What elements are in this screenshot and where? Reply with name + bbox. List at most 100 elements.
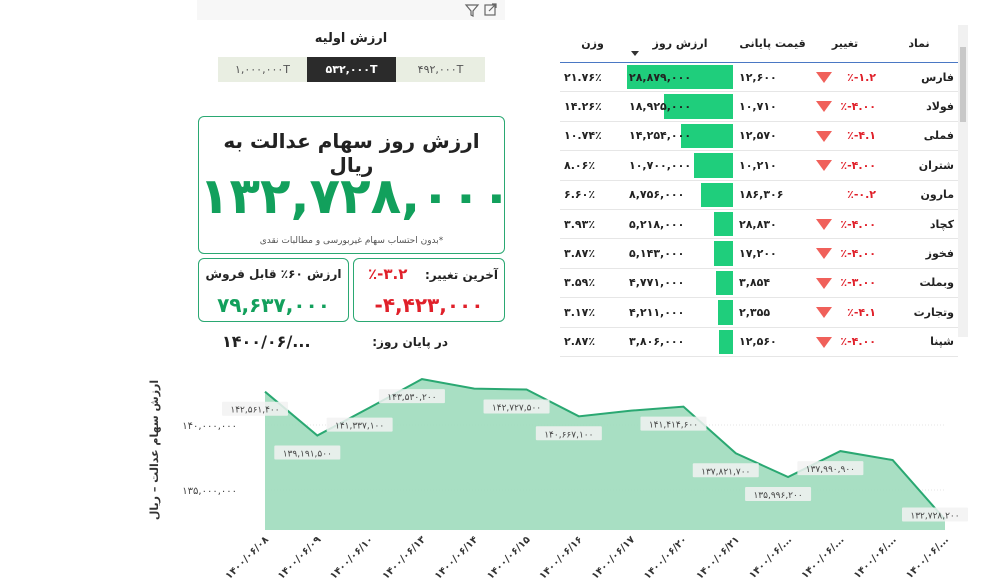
down-indicator [816,72,832,83]
data-label: ۱۳۲,۷۲۸,۲۰۰ [910,511,959,521]
table-row: فولاد ٪-۴.۰۰ ۱۰,۷۱۰ ۱۸,۹۲۵,۰۰۰ ۱۴.۲۶٪ [560,92,958,122]
table-cell: ۱۴.۲۶٪ [564,100,602,114]
x-tick-label: ۱۴۰۰/۰۶/۰۹ [276,534,323,581]
stock-table: نماد تغییر قیمت پایانی ارزش روز وزن فارس ٪-۱.۲… [560,25,958,357]
data-bar [717,300,733,325]
table-cell: ۱۸۶,۳۰۶ [739,188,784,202]
data-label: ۱۴۰,۶۶۷,۱۰۰ [544,430,593,440]
column-header[interactable]: قیمت پایانی [739,37,806,50]
table-row: وبملت ٪-۳.۰۰ ۳,۸۵۴ ۴,۷۷۱,۰۰۰ ۳.۵۹٪ [560,269,958,299]
table-cell: ٪-۱.۲ [847,70,876,84]
scrollbar[interactable] [958,25,968,337]
value-option[interactable]: ۱,۰۰۰,۰۰۰T [218,57,307,82]
label-box [483,399,550,414]
x-tick-label: ۱۴۰۰/۰۶/۰۸ [224,534,271,581]
summary-value: ۱۳۲,۷۲۸,۰۰۰ [199,167,512,225]
value-option[interactable]: ۴۹۲,۰۰۰T [396,57,485,82]
column-header[interactable]: تغییر [831,37,859,50]
scroll-thumb[interactable] [960,47,966,122]
data-label: ۱۳۷,۸۲۱,۷۰۰ [701,467,750,477]
x-tick-label: ۱۴۰۰/۰۶/۱۳ [381,534,428,581]
table-cell: فخوز [925,247,954,261]
initial-value-title: ارزش اولیه [314,31,388,46]
x-tick-label: ۱۴۰۰/۰۶/۱۰ [328,534,375,581]
down-indicator [816,160,832,172]
table-row: وتجارت ٪-۴.۱ ۲,۳۵۵ ۴,۲۱۱,۰۰۰ ۳.۱۷٪ [560,298,958,328]
x-tick-label: ۱۴۰۰/۰۶/۱۷ [590,534,637,581]
table-cell: کچاد [929,217,954,231]
data-bar [713,211,733,237]
table-cell: ۲۸,۸۳۰ [739,217,777,231]
label-box [274,445,341,460]
x-tick-label: ۱۴۰۰/۰۶/... [800,534,847,581]
data-label: ۱۴۱,۴۱۴,۶۰۰ [649,421,698,431]
table-row: شپنا ٪-۴.۰۰ ۱۲,۵۶۰ ۳,۸۰۶,۰۰۰ ۲.۸۷٪ [560,328,958,357]
x-tick-label: ۱۴۰۰/۰۶/... [904,534,951,581]
toolbar-icons[interactable] [463,0,503,20]
table-cell: ۳.۱۷٪ [564,305,596,319]
table-cell: فملی [923,129,954,143]
table-cell: ۱۴,۲۵۴,۰۰۰ [629,129,692,143]
x-tick-label: ۱۴۰۰/۰۶/۲۰ [642,534,689,581]
label-box [535,426,602,441]
table-cell: ۱۰,۷۰۰,۰۰۰ [629,158,692,172]
data-label: ۱۳۷,۹۹۰,۹۰۰ [806,465,855,475]
label-box [797,461,864,476]
table-cell: شپنا [930,335,954,349]
sort-arrow [631,51,639,56]
data-bar [700,182,733,207]
sellable-card: ارزش ۶۰٪ قابل فروش ۷۹,۶۳۷,۰۰۰ [198,258,349,322]
last-change-label: آخرین تغییر: [424,268,498,282]
down-indicator [816,336,832,348]
column-header[interactable]: نماد [908,37,930,50]
data-label: ۱۴۲,۷۲۷,۵۰۰ [492,404,541,414]
value-option[interactable]: ۵۳۲,۰۰۰T [307,57,396,82]
data-label: ۱۳۵,۹۹۶,۲۰۰ [753,491,802,501]
label-box [745,487,812,502]
table-cell: فارس [921,70,954,84]
table-cell: فولاد [926,100,954,114]
data-bar [715,270,733,296]
table-cell: مارون [920,188,955,202]
table-cell: ۸,۷۵۶,۰۰۰ [629,188,685,202]
data-bar [627,65,733,90]
last-change-card: آخرین تغییر: ٪-۳.۲ -۴,۴۲۳,۰۰۰ [353,258,505,322]
table-cell: وتجارت [913,305,954,319]
table-cell: ٪-۴.۰۰ [840,335,876,349]
table-cell: ۳.۹۳٪ [564,217,596,231]
table-cell: ۱۰,۷۱۰ [739,100,777,114]
x-tick-label: ۱۴۰۰/۰۶/۱۶ [537,534,584,581]
column-header[interactable]: وزن [581,37,604,50]
y-tick-label: ۱۳۵,۰۰۰,۰۰۰ [182,486,237,497]
table-cell: ۵,۲۱۸,۰۰۰ [629,217,685,231]
table-cell: ۵,۱۴۳,۰۰۰ [629,247,685,261]
table-cell: ۱۰,۲۱۰ [739,158,777,172]
table-cell: ۲.۸۷٪ [564,335,596,349]
down-indicator [816,307,832,319]
table-row: کچاد ٪-۴.۰۰ ۲۸,۸۳۰ ۵,۲۱۸,۰۰۰ ۳.۹۳٪ [560,210,958,240]
column-header[interactable]: ارزش روز [652,37,708,50]
table-cell: ۱۲,۵۷۰ [739,129,777,143]
table-cell: ۱۷,۲۰۰ [739,247,777,261]
sellable-label: ارزش ۶۰٪ قابل فروش [205,267,342,281]
sellable-value: ۷۹,۶۳۷,۰۰۰ [217,293,330,317]
down-indicator [816,101,832,113]
x-tick-label: ۱۴۰۰/۰۶/... [852,534,899,581]
table-cell: ۱۲,۶۰۰ [739,70,777,84]
table-cell: ۲۱.۷۶٪ [564,70,602,84]
label-box [640,416,707,431]
table-cell: ٪-۰.۲ [847,188,876,202]
data-label: ۱۴۳,۵۳۰,۲۰۰ [387,393,436,403]
table-row: مارون ٪-۰.۲ ۱۸۶,۳۰۶ ۸,۷۵۶,۰۰۰ ۶.۶۰٪ [560,181,958,210]
x-tick-label: ۱۴۰۰/۰۶/۲۱ [694,534,741,581]
table-cell: ٪-۳.۰۰ [840,276,876,290]
summary-card: ارزش روز سهام عدالت به ریال ۱۳۲,۷۲۸,۰۰۰ … [198,116,512,254]
table-cell: ۳.۸۷٪ [564,247,596,261]
table-cell: ۲,۳۵۵ [739,305,771,319]
data-bar [663,94,733,119]
area-fill [265,379,945,530]
label-box [378,389,445,404]
table-cell: وبملت [919,276,954,290]
data-bar [714,241,733,266]
